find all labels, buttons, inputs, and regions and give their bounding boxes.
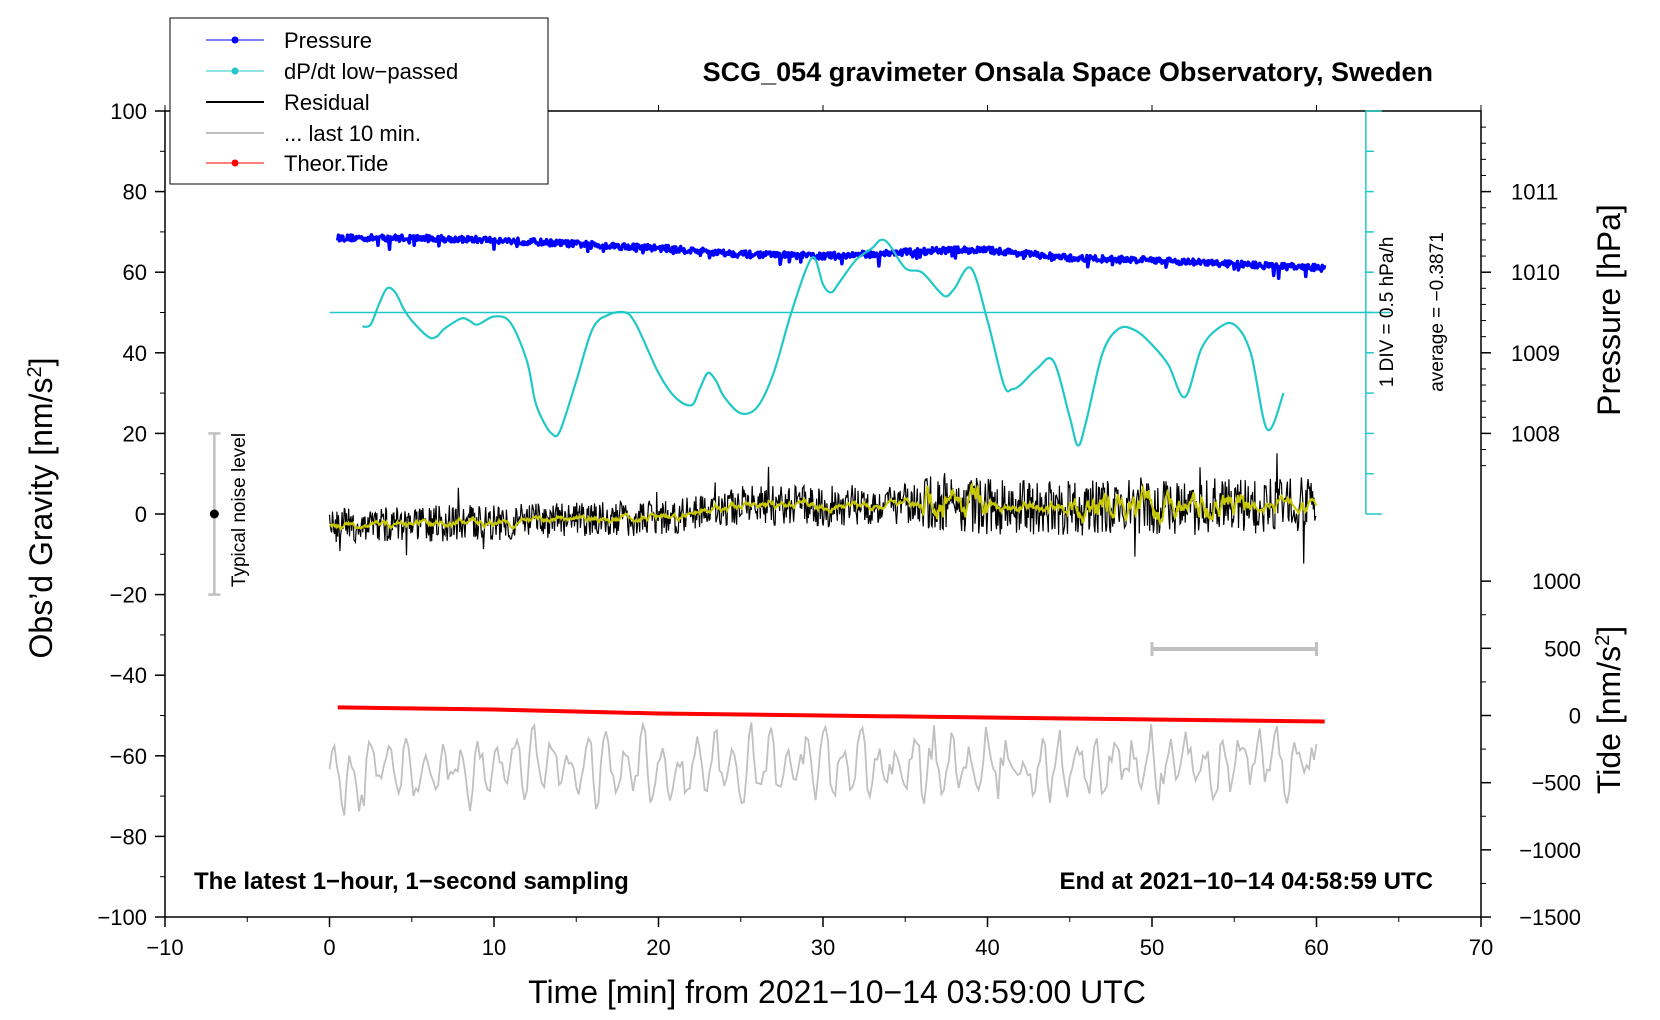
tide-tick-label: 1000 [1532,569,1581,594]
legend-label-tide: Theor.Tide [284,151,388,176]
x-axis-title: Time [min] from 2021−10−14 03:59:00 UTC [528,974,1146,1010]
y-axis-title-gravity: Obs’d Gravity [nm/s2] [23,358,59,659]
pressure-tick-label: 1011 [1511,180,1558,205]
tide-tick-label: 0 [1569,704,1581,729]
y-tick-label: −100 [97,905,147,930]
y-axis-title-tide-close: ] [1591,626,1627,635]
note-latest-hour: The latest 1−hour, 1−second sampling [194,868,629,895]
x-tick-label: 30 [811,935,835,960]
last10-series [328,720,1318,816]
residual-series [328,453,1317,564]
y-tick-label: 100 [110,99,147,124]
pressure-tick-label: 1010 [1511,260,1560,285]
y-axis-title-tide-main: Tide [nm/s [1591,646,1627,794]
y-axis-title-tide-sup: 2 [1592,635,1614,646]
y-tick-label: −20 [110,583,147,608]
legend-marker-dpdt [231,67,239,75]
dpdt-series [362,238,1285,447]
y-axis-title-pressure: Pressure [hPa] [1591,204,1627,416]
y-tick-label: 40 [123,341,147,366]
y-tick-label: −40 [110,663,147,688]
x-tick-label: 70 [1469,935,1493,960]
y-axis-title-gravity-main: Obs’d Gravity [nm/s [23,378,59,659]
pressure-tick-label: 1008 [1511,421,1560,446]
note-end-time: End at 2021−10−14 04:58:59 UTC [1059,868,1433,895]
x-tick-label: 60 [1304,935,1328,960]
pressure-series [335,233,1327,281]
legend-marker-tide [231,159,239,167]
x-tick-label: −10 [146,935,183,960]
legend-label-residual: Residual [284,90,370,115]
y-axis-title-gravity-close: ] [23,358,59,367]
legend-label-last10: ... last 10 min. [284,121,421,146]
y-axis-title-gravity-sup: 2 [24,366,46,377]
y-tick-label: 0 [135,502,147,527]
noise-level-dot [209,509,219,519]
x-tick-label: 50 [1140,935,1164,960]
legend-label-dpdt: dP/dt low−passed [284,59,458,84]
chart-marks: −10 0 10 20 30 40 50 60 70100806040200−20−40−60−… [97,99,1581,960]
y-tick-label: 60 [123,260,147,285]
dpdt-scale-label: 1 DIV = 0.5 hPa/h [1377,237,1398,388]
tide-series [337,705,1325,724]
tide-tick-label: −1000 [1519,838,1581,863]
y-tick-label: 20 [123,421,147,446]
pressure-tick-label: 1009 [1511,341,1560,366]
legend-marker-pressure [231,36,239,44]
x-tick-label: 20 [646,935,670,960]
x-tick-label: 40 [975,935,999,960]
tide-tick-label: 500 [1544,636,1581,661]
y-tick-label: −80 [110,824,147,849]
residual-smoothed-series [329,481,1318,531]
x-tick-label: 0 [323,935,335,960]
y-axis-title-tide: Tide [nm/s2] [1591,626,1627,794]
tide-tick-label: −1500 [1519,905,1581,930]
legend: Pressure dP/dt low−passed Residual ... l… [169,17,549,185]
y-tick-label: −60 [110,744,147,769]
y-tick-label: 80 [123,180,147,205]
legend-label-pressure: Pressure [284,28,372,53]
dpdt-average-label: average = −0.3871 [1427,232,1448,392]
tide-tick-label: −500 [1531,771,1581,796]
chart-title: SCG_054 gravimeter Onsala Space Observat… [703,57,1433,87]
x-tick-label: 10 [482,935,506,960]
noise-level-label: Typical noise level [229,433,250,587]
